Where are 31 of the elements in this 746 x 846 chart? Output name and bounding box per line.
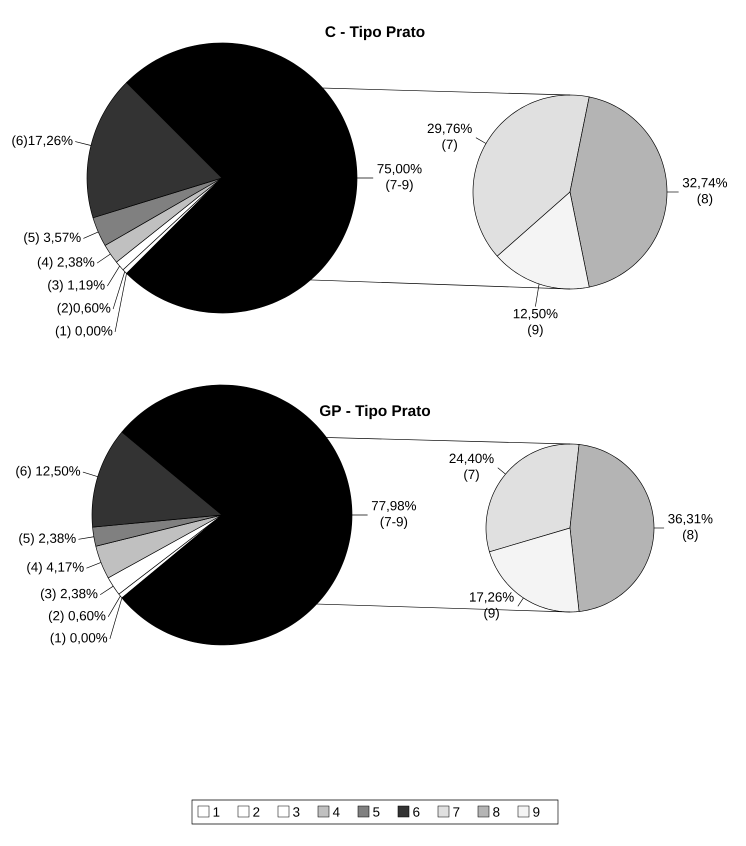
data-label: (3) 2,38%	[40, 588, 98, 601]
legend-label: 8	[493, 807, 500, 817]
legend-label: 6	[413, 807, 420, 817]
data-label: (4) 2,38%	[38, 256, 94, 270]
legend-label: 4	[332, 807, 340, 817]
legend-label: 7	[453, 807, 460, 817]
data-label: 17,26% (9)	[470, 592, 514, 620]
legend-label: 9	[533, 807, 540, 817]
legend-label: 2	[253, 807, 260, 817]
data-label: (2) 0,60%	[48, 610, 106, 624]
data-label: 29,76% (7)	[428, 124, 472, 152]
text: (1) 0,00%	[56, 326, 112, 338]
data-label: (2)0,60%	[58, 302, 110, 316]
data-label: (3) 1,19%	[48, 280, 105, 292]
data-label: 75,00% (7-9)	[378, 164, 422, 192]
legend-label: 1	[214, 807, 220, 817]
data-label: (6) 12,50%	[16, 466, 80, 478]
text: GP - Tipo Prato	[320, 404, 430, 420]
data-label: 24,40% (7)	[450, 454, 494, 482]
legend-label: 3	[293, 807, 300, 817]
data-label: (4) 4,17%	[27, 562, 84, 574]
data-label: 77,98% (7-9)	[372, 500, 416, 530]
text: (1) 0,00%	[50, 632, 108, 646]
data-label: (5) 3,57%	[24, 232, 81, 245]
legend-label: 5	[373, 807, 380, 817]
data-label: 12,50% (9)	[514, 308, 558, 337]
chart-title: C - Tipo Prato	[326, 26, 425, 40]
data-label: 36,31% (8)	[668, 514, 712, 542]
data-label: (6)17,26%	[12, 135, 73, 148]
data-label: 32,74% (8)	[682, 178, 728, 206]
data-label: (5) 2,38%	[19, 533, 76, 546]
